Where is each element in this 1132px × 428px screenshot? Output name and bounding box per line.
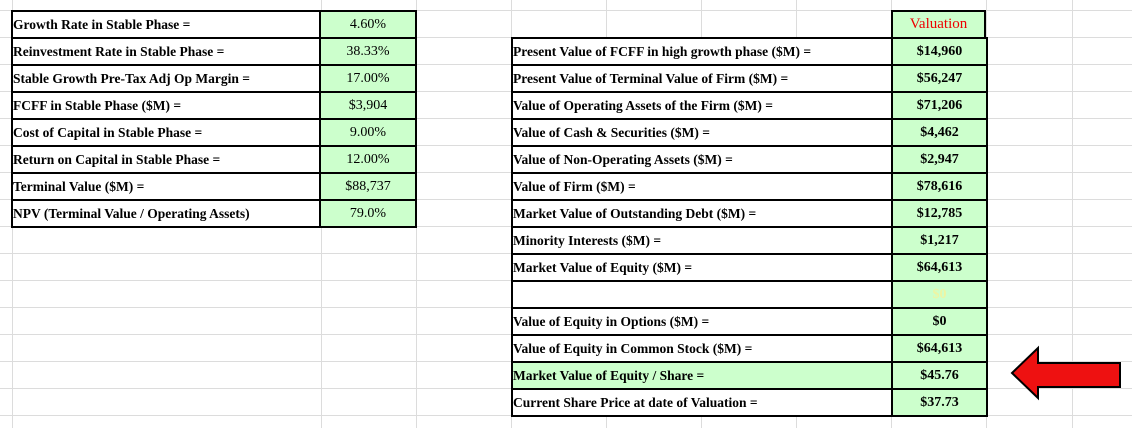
table-row: Minority Interests ($M) = $1,217	[511, 226, 988, 255]
valuation-header-label: Valuation	[909, 16, 968, 32]
row-label-cell[interactable]: Market Value of Equity / Share =	[511, 361, 893, 390]
row-label-cell[interactable]: Value of Firm ($M) =	[511, 172, 893, 201]
row-value-cell[interactable]: 17.00%	[319, 64, 417, 93]
gridline-vertical	[1072, 0, 1073, 428]
row-label-cell[interactable]: Growth Rate in Stable Phase =	[11, 10, 321, 39]
table-row: Market Value of Equity ($M) = $64,613	[511, 253, 988, 282]
row-label-cell[interactable]: Value of Operating Assets of the Firm ($…	[511, 91, 893, 120]
row-label-cell[interactable]: Present Value of Terminal Value of Firm …	[511, 64, 893, 93]
row-value-cell[interactable]: $12,785	[891, 199, 988, 228]
row-value-cell[interactable]: 79.0%	[319, 199, 417, 228]
table-row: FCFF in Stable Phase ($M) = $3,904	[11, 91, 417, 120]
row-value-cell[interactable]: $64,613	[891, 334, 988, 363]
table-row: Market Value of Equity / Share = $45.76	[511, 361, 988, 390]
row-value-cell[interactable]: $0	[891, 280, 988, 309]
row-label-cell[interactable]: Value of Equity in Options ($M) =	[511, 307, 893, 336]
table-row: Value of Firm ($M) = $78,616	[511, 172, 988, 201]
row-value-cell[interactable]: $56,247	[891, 64, 988, 93]
table-row: Value of Cash & Securities ($M) = $4,462	[511, 118, 988, 147]
row-label-cell[interactable]: Present Value of FCFF in high growth pha…	[511, 37, 893, 66]
row-value-cell[interactable]: $71,206	[891, 91, 988, 120]
row-value-cell[interactable]: $1,217	[891, 226, 988, 255]
red-arrow-icon[interactable]	[1002, 342, 1126, 404]
row-label-cell[interactable]: Reinvestment Rate in Stable Phase =	[11, 37, 321, 66]
table-row: Market Value of Outstanding Debt ($M) = …	[511, 199, 988, 228]
table-row: Value of Equity in Common Stock ($M) = $…	[511, 334, 988, 363]
table-row: Current Share Price at date of Valuation…	[511, 388, 988, 417]
row-value-cell[interactable]: $4,462	[891, 118, 988, 147]
table-row: Value of Operating Assets of the Firm ($…	[511, 91, 988, 120]
row-value-cell[interactable]: 9.00%	[319, 118, 417, 147]
row-label-cell[interactable]: Minority Interests ($M) =	[511, 226, 893, 255]
table-row: Present Value of FCFF in high growth pha…	[511, 37, 988, 66]
row-value-cell[interactable]: 38.33%	[319, 37, 417, 66]
table-row: Terminal Value ($M) = $88,737	[11, 172, 417, 201]
row-value-cell[interactable]: $45.76	[891, 361, 988, 390]
row-label-cell[interactable]: Stable Growth Pre-Tax Adj Op Margin =	[11, 64, 321, 93]
row-label-cell[interactable]: NPV (Terminal Value / Operating Assets)	[11, 199, 321, 228]
row-label-cell[interactable]: Value of Equity in Common Stock ($M) =	[511, 334, 893, 363]
gridline-horizontal	[0, 10, 1132, 11]
row-label-cell[interactable]: Value of Cash & Securities ($M) =	[511, 118, 893, 147]
row-value-cell[interactable]: $37.73	[891, 388, 988, 417]
table-row: Value of Non-Operating Assets ($M) = $2,…	[511, 145, 988, 174]
row-value-cell[interactable]: $2,947	[891, 145, 988, 174]
row-value-cell[interactable]: 12.00%	[319, 145, 417, 174]
row-label-cell[interactable]	[511, 280, 893, 309]
row-value-cell[interactable]: $88,737	[319, 172, 417, 201]
table-row: Growth Rate in Stable Phase = 4.60%	[11, 10, 417, 39]
table-row: Cost of Capital in Stable Phase = 9.00%	[11, 118, 417, 147]
row-label-cell[interactable]: Current Share Price at date of Valuation…	[511, 388, 893, 417]
stable-phase-table: Growth Rate in Stable Phase = 4.60% Rein…	[11, 10, 417, 228]
row-value-cell[interactable]: $14,960	[891, 37, 988, 66]
row-label-cell[interactable]: FCFF in Stable Phase ($M) =	[11, 91, 321, 120]
table-row: Return on Capital in Stable Phase = 12.0…	[11, 145, 417, 174]
valuation-table: Present Value of FCFF in high growth pha…	[511, 37, 988, 417]
table-row: $0	[511, 280, 988, 309]
valuation-header-cell[interactable]: Valuation	[891, 10, 986, 39]
row-label-cell[interactable]: Cost of Capital in Stable Phase =	[11, 118, 321, 147]
table-row: Value of Equity in Options ($M) = $0	[511, 307, 988, 336]
row-label-cell[interactable]: Return on Capital in Stable Phase =	[11, 145, 321, 174]
row-value-cell[interactable]: 4.60%	[319, 10, 417, 39]
table-row: Present Value of Terminal Value of Firm …	[511, 64, 988, 93]
row-value-cell[interactable]: $78,616	[891, 172, 988, 201]
row-label-cell[interactable]: Value of Non-Operating Assets ($M) =	[511, 145, 893, 174]
table-row: Stable Growth Pre-Tax Adj Op Margin = 17…	[11, 64, 417, 93]
row-value-cell[interactable]: $0	[891, 307, 988, 336]
row-value-cell[interactable]: $3,904	[319, 91, 417, 120]
table-row: Reinvestment Rate in Stable Phase = 38.3…	[11, 37, 417, 66]
row-label-cell[interactable]: Market Value of Outstanding Debt ($M) =	[511, 199, 893, 228]
row-label-cell[interactable]: Market Value of Equity ($M) =	[511, 253, 893, 282]
row-value-cell[interactable]: $64,613	[891, 253, 988, 282]
row-label-cell[interactable]: Terminal Value ($M) =	[11, 172, 321, 201]
table-row: NPV (Terminal Value / Operating Assets) …	[11, 199, 417, 228]
